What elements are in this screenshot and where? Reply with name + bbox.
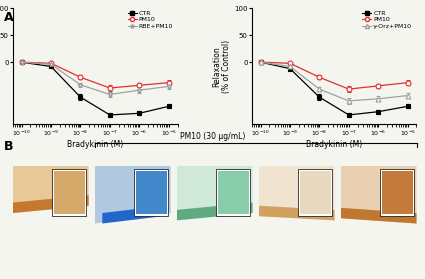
Polygon shape [13, 195, 89, 213]
Text: PM10 (30 μg/mL): PM10 (30 μg/mL) [180, 132, 245, 141]
Legend: CTR, PM10, RBE+PM10: CTR, PM10, RBE+PM10 [126, 9, 174, 30]
Text: *: * [0, 278, 1, 279]
Bar [300, 171, 331, 214]
Text: A: A [4, 11, 14, 24]
Polygon shape [177, 203, 252, 220]
Bar [216, 169, 250, 216]
Bar [54, 171, 85, 214]
Bar [382, 171, 413, 214]
Polygon shape [102, 206, 163, 223]
X-axis label: Bradykinin (M): Bradykinin (M) [67, 140, 123, 149]
Bar [52, 169, 86, 216]
Polygon shape [13, 166, 89, 213]
Polygon shape [259, 166, 334, 220]
Polygon shape [340, 166, 416, 223]
Text: #: # [0, 278, 1, 279]
Polygon shape [95, 166, 170, 223]
Bar [136, 171, 167, 214]
Legend: CTR, PM10, γ-Orz+PM10: CTR, PM10, γ-Orz+PM10 [361, 9, 414, 30]
Bar [134, 169, 168, 216]
Bar [298, 169, 332, 216]
X-axis label: Bradykinin (M): Bradykinin (M) [306, 140, 362, 149]
Polygon shape [340, 208, 416, 223]
Polygon shape [177, 166, 252, 220]
Text: B: B [4, 140, 14, 153]
Polygon shape [259, 206, 334, 220]
Bar [380, 169, 414, 216]
Y-axis label: Relaxation
(% of Control): Relaxation (% of Control) [212, 40, 231, 93]
Bar [218, 171, 249, 214]
